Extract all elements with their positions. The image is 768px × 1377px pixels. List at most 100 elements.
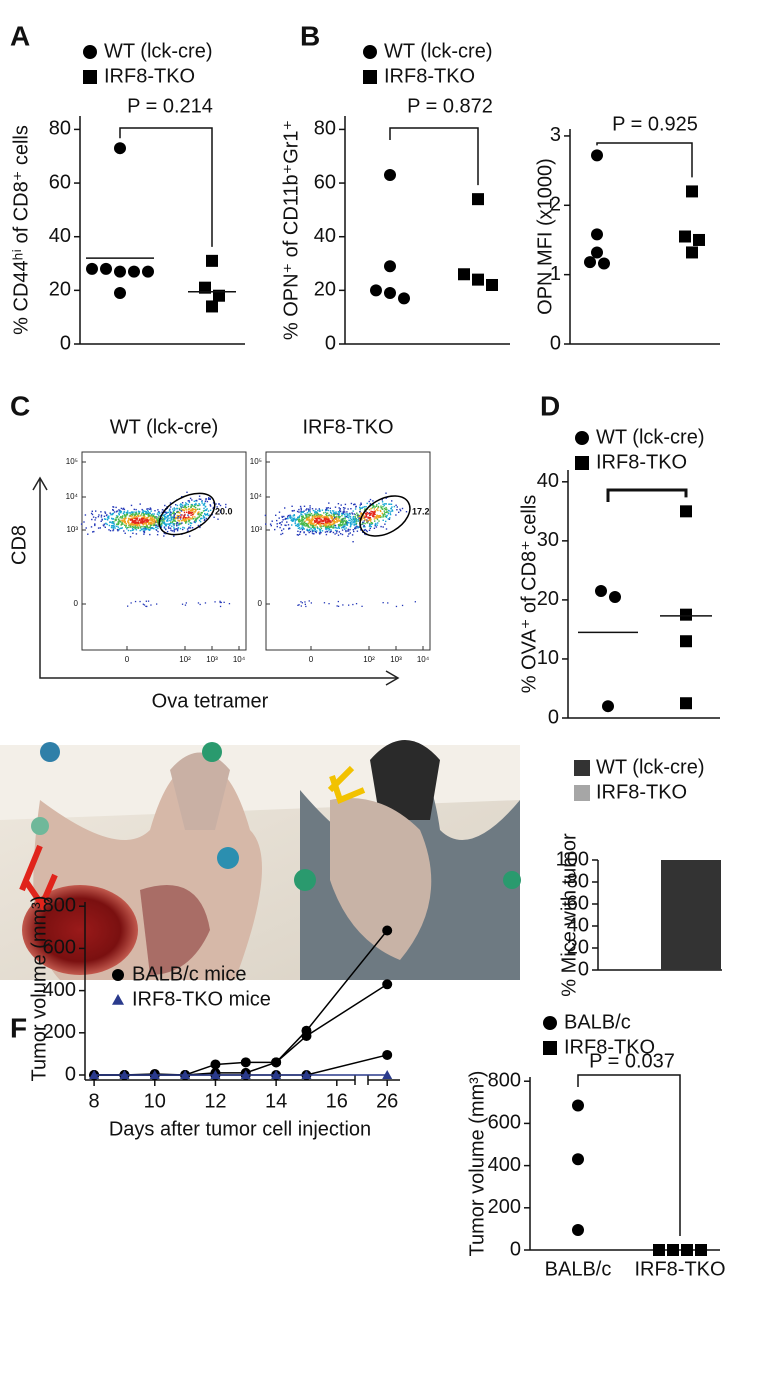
flow-event — [151, 523, 153, 525]
flow-event — [325, 513, 327, 516]
flow-event — [380, 505, 382, 507]
flow-event — [297, 534, 300, 536]
flow-event — [173, 513, 175, 515]
flow-event — [373, 518, 376, 520]
flow-event — [375, 522, 377, 525]
flow-event — [375, 505, 378, 507]
flow-event — [301, 525, 303, 527]
flow-event — [371, 512, 373, 515]
flow-event — [140, 520, 142, 522]
flow-event — [172, 523, 174, 525]
flow-event — [292, 518, 295, 521]
flow-event — [153, 518, 155, 520]
flow-event — [369, 498, 372, 501]
point — [180, 1070, 191, 1079]
flow-event — [337, 534, 340, 536]
flow-event — [310, 527, 312, 530]
flow-event — [109, 521, 111, 524]
flow-event — [188, 526, 190, 528]
p-value: P = 0.872 — [407, 95, 493, 117]
flow-event — [278, 517, 280, 519]
flow-event — [161, 519, 163, 522]
flow-event — [197, 511, 199, 514]
flow-event — [297, 527, 300, 529]
flow-event — [307, 525, 309, 527]
flow-event — [351, 513, 354, 515]
flow-event — [315, 513, 317, 515]
flow-event — [104, 526, 106, 528]
flow-event — [191, 505, 194, 507]
flow-event — [324, 511, 327, 513]
flow-event — [285, 517, 287, 520]
flow-event — [136, 525, 138, 527]
flow-event — [317, 509, 319, 512]
flow-event — [320, 531, 322, 534]
legend-label: IRF8-TKO mice — [132, 988, 271, 1010]
flow-event — [312, 518, 315, 521]
flow-event — [134, 523, 137, 526]
flow-x-tick-label: 10² — [363, 655, 375, 664]
flow-event — [300, 601, 302, 603]
flow-event — [313, 533, 315, 535]
flow-event — [318, 515, 321, 517]
flow-event — [345, 527, 347, 529]
flow-event — [134, 525, 137, 527]
y-tick-label: 0 — [510, 1238, 521, 1260]
flow-event — [169, 527, 172, 529]
flow-event — [111, 513, 113, 515]
flow-event — [142, 524, 144, 526]
flow-event — [173, 514, 175, 516]
flow-event — [331, 516, 333, 519]
y-tick-label: 60 — [49, 171, 71, 193]
red-arrow-head — [22, 873, 58, 912]
flow-event — [183, 506, 185, 508]
flow-event — [192, 513, 194, 516]
flow-event — [129, 518, 131, 520]
flow-event — [321, 530, 324, 532]
flow-event — [398, 511, 400, 513]
flow-event — [142, 518, 145, 520]
flow-event — [276, 525, 278, 528]
flow-event — [118, 509, 120, 511]
flow-event — [343, 510, 345, 513]
flow-event — [324, 527, 327, 529]
flow-event — [319, 510, 321, 512]
flow-event — [141, 522, 143, 525]
flow-event — [365, 513, 367, 515]
flow-event — [122, 523, 124, 525]
flow-event — [157, 509, 159, 511]
flow-event — [307, 510, 310, 513]
flow-event — [132, 517, 134, 519]
flow-event — [377, 515, 380, 518]
flow-event — [324, 516, 326, 518]
flow-event — [203, 519, 206, 522]
point — [681, 1244, 693, 1256]
flow-event — [115, 517, 117, 519]
flow-event — [180, 516, 182, 518]
flow-event — [387, 513, 390, 515]
flow-event — [155, 524, 157, 526]
flow-event — [144, 526, 146, 528]
flow-event — [337, 600, 339, 603]
flow-event — [305, 516, 308, 518]
flow-event — [302, 517, 305, 519]
tissue — [330, 798, 432, 960]
flow-event — [352, 517, 354, 520]
flow-event — [149, 519, 151, 521]
flow-event — [112, 506, 114, 508]
flow-event — [296, 523, 299, 525]
legend-marker — [363, 45, 377, 59]
flow-event — [366, 502, 368, 505]
flow-event — [85, 527, 87, 529]
flow-event — [200, 514, 202, 517]
point — [382, 925, 393, 936]
significance-bracket — [119, 127, 213, 247]
flow-event — [174, 508, 176, 510]
flow-event — [293, 514, 295, 516]
flow-event — [296, 534, 299, 536]
flow-event — [178, 524, 180, 526]
flow-event — [383, 513, 385, 515]
flow-event — [180, 510, 183, 512]
flow-event — [194, 511, 196, 513]
